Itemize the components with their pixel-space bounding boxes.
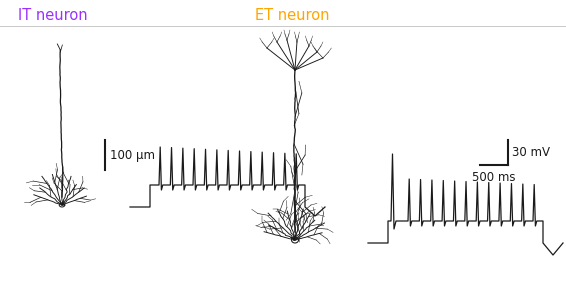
Text: ET neuron: ET neuron	[255, 8, 329, 23]
Text: IT neuron: IT neuron	[18, 8, 88, 23]
Text: 500 ms: 500 ms	[472, 171, 516, 184]
Text: 100 μm: 100 μm	[110, 148, 155, 161]
Text: 30 mV: 30 mV	[512, 146, 550, 159]
